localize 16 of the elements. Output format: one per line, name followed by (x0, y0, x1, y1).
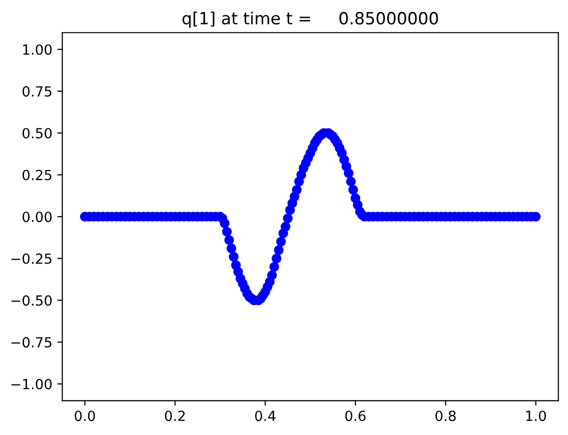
chart-title: q[1] at time t = 0.85000000 (182, 12, 438, 28)
y-tick-label: 1.00 (23, 44, 52, 55)
y-tick-label: −0.50 (11, 295, 52, 306)
x-tick-label: 0.6 (345, 410, 366, 422)
y-tick-label: −0.25 (11, 253, 52, 264)
y-tick-label: −1.00 (11, 378, 52, 390)
x-tick-label: 0.8 (435, 410, 456, 422)
x-tick-label: 1.0 (526, 410, 546, 422)
y-tick-label: 0.50 (22, 128, 52, 138)
x-tick-label: 0.0 (74, 410, 95, 422)
x-tick-label: 0.4 (255, 410, 276, 422)
x-tick-label: 0.2 (164, 410, 185, 422)
y-tick-label: 0.75 (22, 86, 52, 97)
y-tick-label: −0.75 (11, 337, 52, 348)
y-tick-label: 0.00 (22, 212, 52, 222)
y-tick-label: 0.25 (22, 170, 52, 180)
